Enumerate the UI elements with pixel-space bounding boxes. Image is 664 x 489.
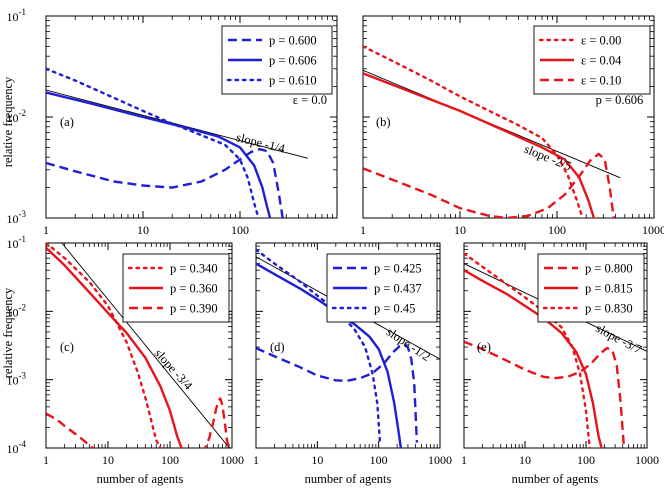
plot-frame [255,242,441,449]
x-tick-label: 1 [43,453,49,467]
x-tick-label: 10 [519,453,531,467]
x-tick-label: 100 [548,223,566,237]
legend-entry: p = 0.437 [374,282,422,296]
legend-entry: p = 0.606 [269,54,317,68]
slope-annotation: slope -2/5 [522,142,573,174]
legend-entry: p = 0.340 [170,262,218,276]
parameter-annotation: ε = 0.0 [293,93,327,107]
panel-label: (b) [376,115,391,129]
x-tick-label: 1000 [220,453,244,467]
panel-d: 1 10 100 1000 p = 0.425 p = 0.437 p = 0.45 (d) s… [253,242,452,467]
x-axis-title-c: number of agents [97,472,184,486]
legend-entry: p = 0.425 [374,262,422,276]
plot-frame [45,242,233,449]
y-tick-label: 10-3 [7,371,27,388]
plot-area [363,45,621,218]
slope-reference-line [61,243,231,448]
legend: p = 0.340 p = 0.360 p = 0.390 [122,253,230,323]
series-line-solid [464,269,603,448]
legend-entry: p = 0.360 [170,282,218,296]
plot-frame [463,242,648,449]
plot-area [46,67,308,218]
x-axis-title-d: number of agents [305,472,392,486]
slope-reference-line [46,89,308,159]
y-tick-label: 10-1 [7,7,27,24]
y-tick-label: 10-2 [7,302,27,319]
x-tick-label: 1000 [428,453,452,467]
x-tick-label: 1 [43,223,49,237]
plot-area [46,243,231,448]
legend: p = 0.425 p = 0.437 p = 0.45 [326,253,438,323]
legend-entry: ε = 0.00 [581,34,621,48]
panel-label: (e) [477,340,491,354]
legend-entry: p = 0.600 [269,34,317,48]
x-tick-label: 1 [360,223,366,237]
series-line-dotted [46,67,260,218]
x-tick-label: 1 [461,453,467,467]
x-tick-label: 10 [311,453,323,467]
legend-entry: ε = 0.04 [581,54,622,68]
series-line-dotted [464,252,591,448]
legend-entry: p = 0.800 [585,262,633,276]
legend-entry: ε = 0.10 [581,74,621,88]
y-axis-title-top: relative frequency [1,76,15,167]
legend-entry: p = 0.390 [170,302,218,316]
panel-b: 1 10 100 1000 ε = 0.00 ε = 0.04 ε = 0.10 (b) p =… [360,15,664,237]
series-line-solid [363,72,596,218]
y-tick-label: 10-1 [7,234,27,251]
x-axis-title-e: number of agents [512,472,599,486]
slope-annotation: slope -3/4 [152,346,196,393]
series-line-dashed [46,147,284,218]
y-tick-label: 10-3 [7,209,27,226]
legend-entry: p = 0.815 [585,282,633,296]
series-line-dashed [256,343,419,443]
series-line-dashed [46,397,230,448]
slope-annotation: slope -1/2 [384,325,433,364]
ticks [45,242,233,449]
parameter-annotation: p = 0.606 [596,93,644,107]
series-line-dashed [464,340,626,448]
x-tick-label: 10 [454,223,466,237]
y-tick-label: 10-2 [7,108,27,125]
series-line-solid [46,246,183,448]
series-line-solid [46,91,272,218]
x-tick-label: 100 [231,223,249,237]
legend-entry: p = 0.830 [585,302,633,316]
x-tick-label: 1000 [642,223,664,237]
series-line-dashed [363,152,615,218]
x-tick-label: 1000 [635,453,659,467]
y-axis-title-bottom: relative frequency [1,287,15,378]
legend-entry: p = 0.610 [269,74,317,88]
legend: p = 0.800 p = 0.815 p = 0.830 [537,253,645,323]
ticks [45,15,338,219]
panel-label: (c) [60,340,74,354]
panel-label: (d) [270,340,285,354]
legend: ε = 0.00 ε = 0.04 ε = 0.10 [533,25,651,95]
ticks [463,242,648,449]
y-tick-label: 10-4 [7,439,27,456]
panel-label: (a) [60,115,74,129]
x-tick-label: 100 [577,453,595,467]
x-tick-label: 1 [253,453,259,467]
series-line-solid [256,262,403,448]
x-tick-label: 10 [102,453,114,467]
series-line-dotted [363,45,584,218]
x-tick-label: 100 [161,453,179,467]
legend: p = 0.600 p = 0.606 p = 0.610 [221,25,333,95]
legend-entry: p = 0.45 [374,302,415,316]
series-line-dotted [46,243,162,448]
x-tick-label: 100 [370,453,388,467]
panel-e: 1 10 100 1000 p = 0.800 p = 0.815 p = 0.830 (e)… [461,242,659,467]
x-tick-label: 10 [137,223,149,237]
